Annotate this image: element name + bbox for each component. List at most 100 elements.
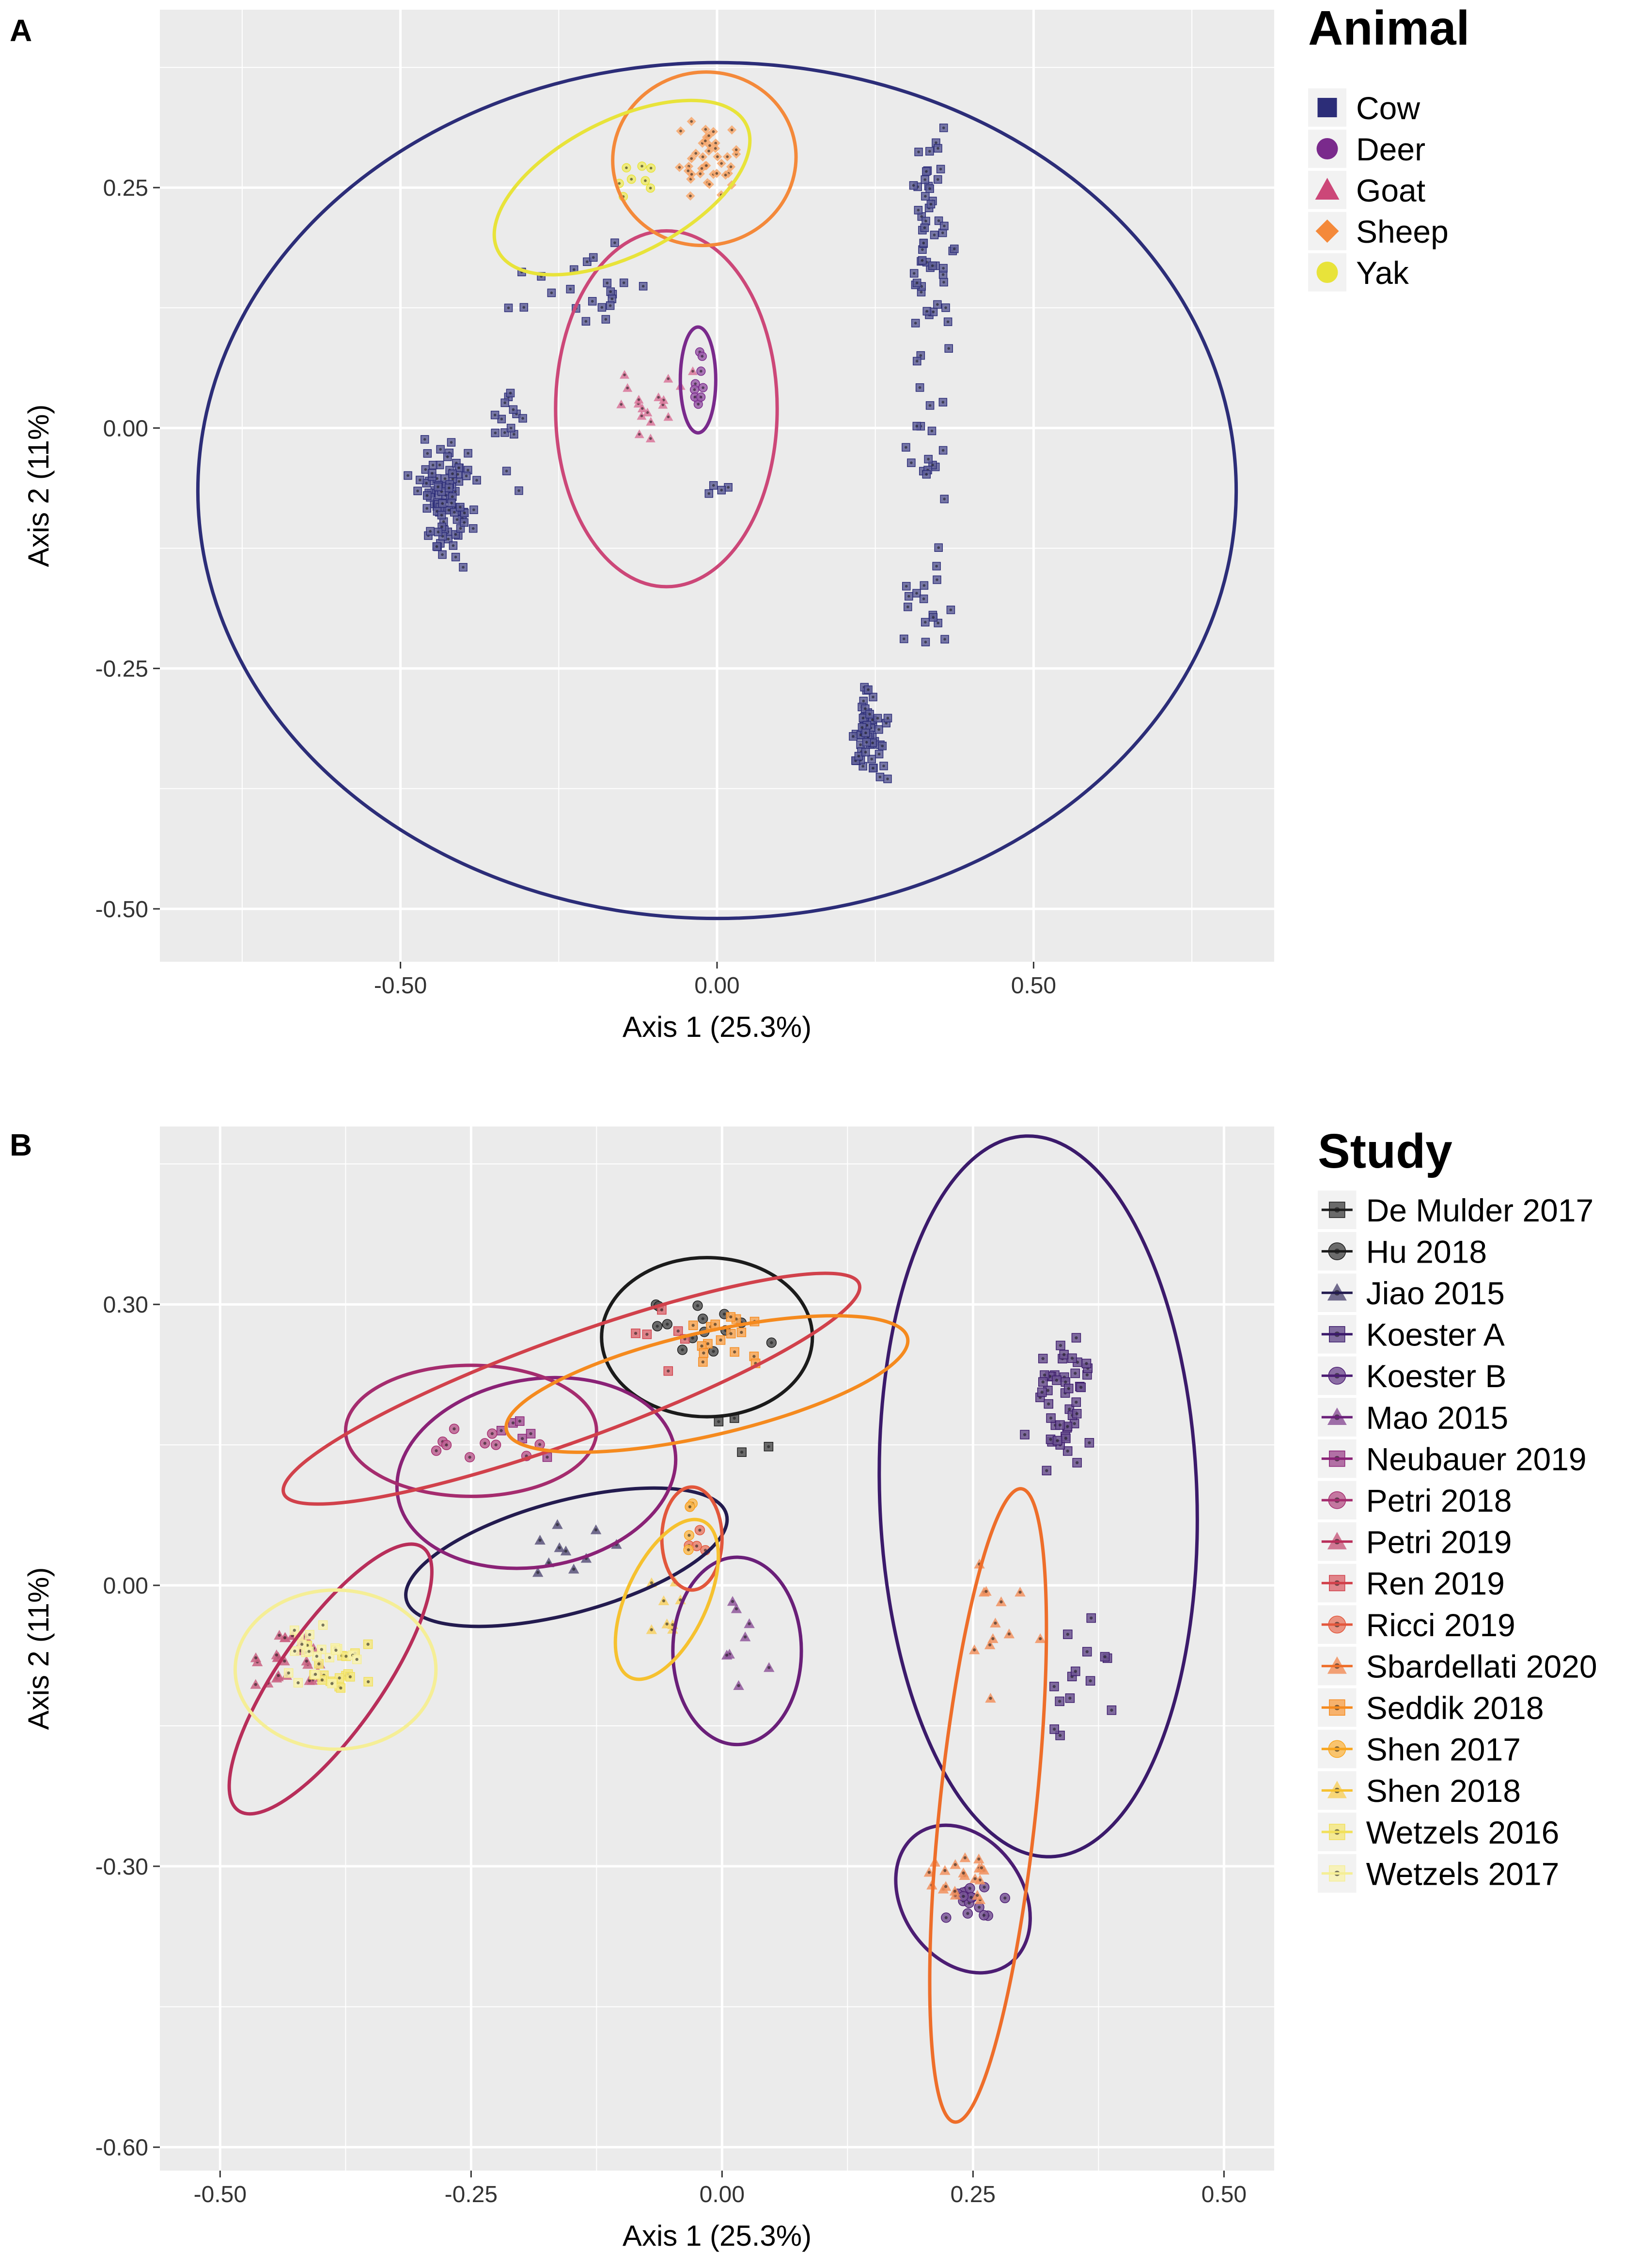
data-point — [918, 256, 927, 265]
data-point — [969, 1873, 981, 1883]
data-point — [336, 1683, 346, 1693]
legend: Animal Cow Deer Goat Sheep Yak — [1308, 1, 1469, 292]
data-point — [688, 1320, 698, 1330]
data-point — [938, 446, 948, 455]
data-point — [696, 366, 706, 376]
data-point — [879, 762, 888, 770]
data-point — [506, 389, 515, 398]
data-point — [925, 184, 934, 193]
data-point — [943, 317, 952, 326]
data-point — [502, 467, 511, 475]
data-point — [274, 1629, 285, 1640]
data-point — [849, 732, 858, 741]
series-shen-2017 — [683, 1498, 698, 1555]
data-point — [677, 1345, 688, 1355]
ellipse-koester-a — [877, 1134, 1199, 1859]
data-point — [921, 192, 930, 201]
x-tick-label: -0.50 — [374, 973, 427, 999]
data-point — [518, 414, 527, 423]
data-point — [464, 449, 472, 458]
data-point — [683, 166, 693, 176]
data-point — [692, 1300, 703, 1311]
data-point — [914, 205, 923, 215]
data-point — [654, 392, 664, 401]
data-point — [722, 152, 732, 162]
data-point — [697, 351, 707, 361]
data-point — [566, 284, 575, 294]
data-point — [583, 257, 592, 266]
data-point — [1084, 1438, 1094, 1448]
ellipse-koester-b — [894, 1823, 1032, 1975]
data-point — [468, 524, 478, 533]
data-point — [864, 685, 873, 694]
legend-item: Goat — [1308, 171, 1425, 209]
data-point — [744, 1618, 755, 1628]
data-point — [928, 261, 937, 270]
data-point — [1037, 1387, 1047, 1397]
data-point — [737, 1447, 747, 1457]
data-point — [909, 181, 918, 190]
data-point — [716, 1335, 726, 1345]
data-point — [1052, 1436, 1062, 1446]
legend-item: Ricci 2019 — [1318, 1605, 1515, 1644]
data-point — [686, 191, 695, 201]
data-point — [448, 469, 457, 478]
legend-item: Neubauer 2019 — [1318, 1439, 1587, 1478]
data-point — [900, 634, 908, 643]
confidence-ellipses — [227, 1134, 1199, 2124]
legend-label: De Mulder 2017 — [1366, 1192, 1594, 1228]
data-point — [646, 417, 656, 426]
ellipse-neubauer-2019 — [395, 1376, 678, 1570]
legend-label: Shen 2018 — [1366, 1773, 1521, 1809]
data-point — [921, 618, 930, 626]
legend-label: Ricci 2019 — [1366, 1607, 1515, 1643]
x-tick-label: -0.50 — [194, 2182, 247, 2207]
data-point — [958, 1867, 969, 1877]
legend-label: Hu 2018 — [1366, 1234, 1487, 1269]
y-tick-label: 0.00 — [103, 1573, 148, 1599]
data-point — [487, 1428, 498, 1439]
series-neubauer-2019 — [496, 1416, 552, 1462]
ellipse-shen-2018 — [613, 1517, 720, 1681]
data-point — [453, 515, 462, 524]
data-point — [318, 1620, 328, 1630]
data-point — [491, 1439, 501, 1450]
data-point — [915, 383, 924, 392]
data-point — [434, 528, 443, 536]
series-deer — [689, 347, 708, 409]
data-point — [902, 582, 911, 591]
ellipse-wetzels-2017 — [233, 1588, 438, 1751]
data-point — [345, 1672, 355, 1682]
data-point — [532, 1567, 544, 1577]
data-point — [631, 1329, 640, 1338]
data-point — [689, 385, 700, 394]
data-point — [912, 279, 921, 287]
legend-label: Goat — [1356, 172, 1425, 208]
data-point — [547, 288, 556, 297]
data-point — [968, 1644, 980, 1655]
data-point — [865, 710, 874, 719]
data-point — [500, 398, 509, 407]
data-point — [883, 714, 892, 722]
data-point — [515, 1416, 525, 1426]
data-point — [1059, 1350, 1069, 1360]
data-point — [733, 1680, 744, 1690]
data-point — [662, 1319, 672, 1330]
data-point — [717, 485, 726, 495]
data-point — [510, 430, 518, 438]
panel-label: A — [10, 13, 32, 48]
data-point — [554, 1542, 565, 1552]
data-point — [421, 465, 430, 474]
data-point — [714, 1417, 724, 1426]
data-point — [959, 1852, 971, 1862]
data-point — [934, 175, 942, 184]
data-point — [438, 499, 447, 508]
data-point — [907, 458, 916, 467]
data-point — [616, 399, 626, 408]
data-point — [515, 486, 523, 495]
data-point — [979, 1910, 989, 1921]
data-point — [601, 315, 610, 324]
data-point — [568, 1564, 579, 1574]
data-point — [919, 594, 928, 603]
